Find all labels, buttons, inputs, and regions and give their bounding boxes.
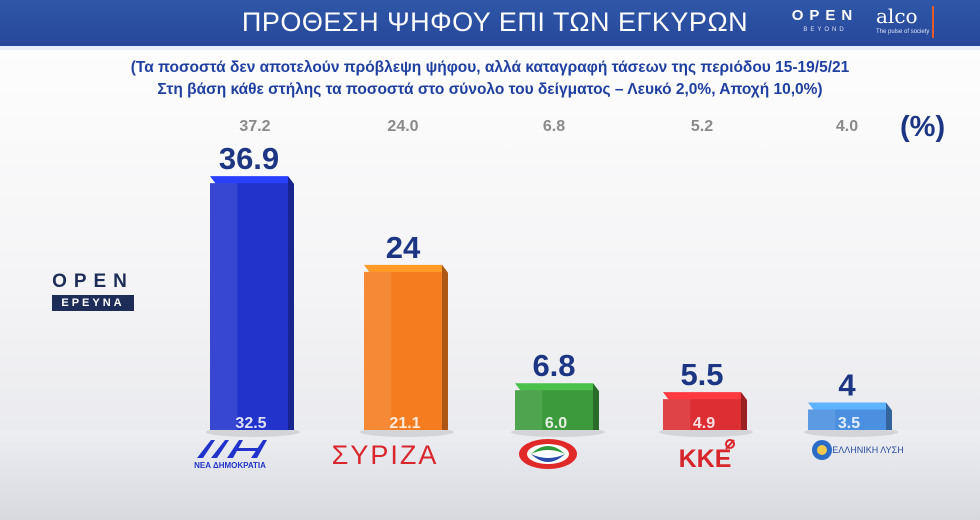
header-accent-divider (932, 6, 934, 38)
data-label: 6.8 (532, 348, 575, 383)
bar (364, 271, 442, 430)
open-ereyna-watermark: OPEN ΕΡΕΥΝΑ (52, 271, 134, 311)
elliniki-lysi-logo: ΕΛΛΗΝΙΚΗ ΛΥΣΗ (808, 436, 928, 477)
bar (808, 409, 886, 430)
alco-logo-subtitle: The pulse of society (876, 29, 930, 35)
data-label: 5.5 (680, 357, 723, 392)
bar-top-face (364, 264, 448, 273)
bar-side-face (288, 176, 294, 430)
base-label: 4.9 (693, 415, 715, 432)
bar-top-face (210, 176, 294, 185)
bar (515, 390, 593, 430)
header-stripe (0, 46, 980, 50)
bar-highlight (808, 409, 836, 430)
chart-subtitle: (Τα ποσοστά δεν αποτελούν πρόβλεψη ψήφου… (0, 57, 980, 101)
elliniki-lysi-logo-mark: ΕΛΛΗΝΙΚΗ ΛΥΣΗ (812, 440, 904, 460)
nd-logo-mark: ΝΕΑ ΔΗΜΟΚΡΑΤΙΑ (194, 440, 267, 470)
previous-value-label: 37.2 (239, 118, 270, 135)
open-logo: OPEN (791, 7, 859, 24)
kke-logo-text: ΚΚΕ (679, 445, 732, 472)
bar-top-face (808, 402, 892, 411)
bar-highlight (210, 183, 238, 430)
bar-top-face (663, 392, 747, 401)
nd-logo-text: ΝΕΑ ΔΗΜΟΚΡΑΤΙΑ (194, 461, 266, 470)
syriza-logo: ΣΥΡΙΖΑ (320, 436, 450, 477)
subtitle-line-1: (Τα ποσοστά δεν αποτελούν πρόβλεψη ψήφου… (130, 59, 850, 76)
data-label: 4 (838, 367, 856, 402)
data-label: 36.9 (219, 141, 279, 176)
previous-value-label: 6.8 (543, 118, 565, 135)
base-label: 6.0 (545, 415, 567, 432)
subtitle-line-2: Στη βάση κάθε στήλης τα ποσοστά στο σύνο… (157, 81, 823, 98)
bar (663, 399, 741, 430)
previous-value-label: 5.2 (691, 118, 713, 135)
kinal-logo-mark (519, 439, 577, 469)
bar (210, 183, 288, 430)
previous-value-label: 4.0 (836, 118, 858, 135)
base-label: 32.5 (235, 415, 266, 432)
bar-side-face (886, 402, 892, 430)
unit-label: (%) (900, 111, 946, 143)
bar-top-face (515, 383, 599, 392)
header-bar: ΠΡΟΘΕΣΗ ΨΗΦΟΥ ΕΠΙ ΤΩΝ ΕΓΚΥΡΩΝ OPEN BEYON… (0, 0, 980, 46)
syriza-logo-mark: ΣΥΡΙΖΑ (332, 440, 439, 470)
kinal-logo (513, 436, 583, 477)
elliniki-lysi-logo-text: ΕΛΛΗΝΙΚΗ ΛΥΣΗ (832, 445, 903, 455)
data-label: 24 (386, 230, 421, 265)
bar-highlight (663, 399, 691, 430)
open-logo-subtitle: BEYOND (803, 27, 847, 33)
page-title: ΠΡΟΘΕΣΗ ΨΗΦΟΥ ΕΠΙ ΤΩΝ ΕΓΚΥΡΩΝ (241, 7, 749, 37)
open-ereyna-watermark-top: OPEN (52, 271, 134, 292)
open-ereyna-watermark-bottom: ΕΡΕΥΝΑ (52, 295, 134, 311)
bar-highlight (515, 390, 543, 430)
nd-logo: ΝΕΑ ΔΗΜΟΚΡΑΤΙΑ (175, 436, 285, 477)
alco-logo: alco (876, 4, 918, 28)
kke-logo: ΚΚΕ (660, 436, 750, 477)
bar-side-face (593, 383, 599, 430)
previous-value-label: 24.0 (387, 118, 418, 135)
syriza-logo-text: ΣΥΡΙΖΑ (332, 440, 439, 470)
base-label: 21.1 (389, 415, 420, 432)
bar-highlight (364, 271, 392, 430)
bar-side-face (442, 264, 448, 430)
bar-side-face (741, 392, 747, 430)
base-label: 3.5 (838, 415, 860, 432)
kke-logo-mark: ΚΚΕ (679, 439, 735, 473)
